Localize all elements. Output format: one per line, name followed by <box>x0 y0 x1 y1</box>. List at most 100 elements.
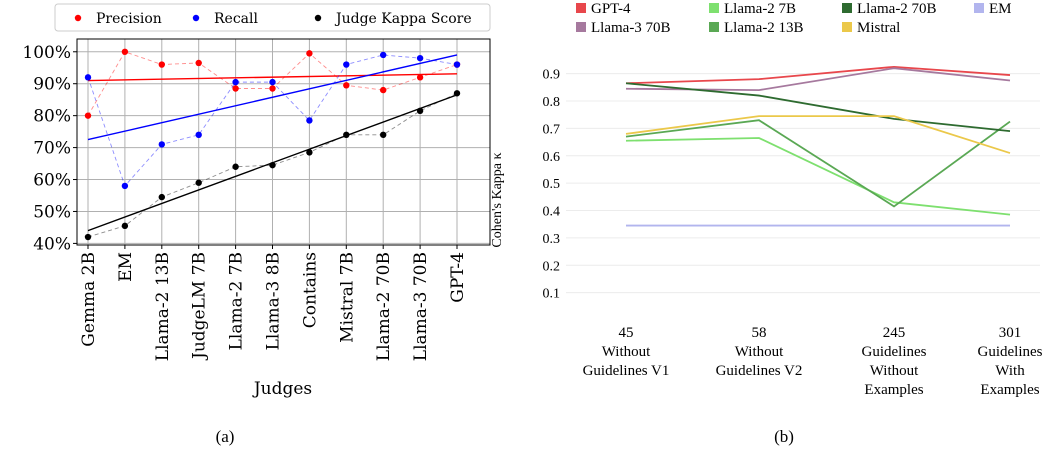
y-tick-label-b: 0.4 <box>543 205 561 220</box>
x-tick-label-b: Guidelines V2 <box>716 363 803 379</box>
y-ticks-a: 40% 50% 60% 70% 80% 90% 100% <box>22 43 77 254</box>
x-tick-label-a: Llama-2 13B <box>153 252 173 361</box>
series-line-llama-2-13b <box>625 119 1011 208</box>
legend-label-llama-2-13b: Llama-2 13B <box>724 20 804 36</box>
point-judge-kappa-score <box>380 131 387 139</box>
legend-swatch-llama-3-70b <box>576 22 586 32</box>
point-judge-kappa-score <box>158 193 165 201</box>
point-judge-kappa-score <box>343 131 350 139</box>
x-tick-label-b: Guidelines V1 <box>583 363 670 379</box>
y-tick-label-a: 70% <box>33 139 71 159</box>
x-tick-label-b: Guidelines <box>862 344 927 360</box>
point-recall <box>232 78 239 86</box>
y-tick-label-a: 90% <box>33 75 71 95</box>
y-axis-label-b: Cohen's Kappa κ <box>490 152 505 247</box>
y-tick-label-b: 0.6 <box>543 150 561 165</box>
x-tick-label-a: JudgeLM 7B <box>190 252 210 361</box>
point-recall <box>343 61 350 68</box>
legend-swatch-llama-2-70b <box>842 3 852 13</box>
y-tick-label-a: 60% <box>33 171 71 191</box>
legend-label-llama-3-70b: Llama-3 70B <box>591 20 671 36</box>
point-precision <box>232 85 239 92</box>
legend-label-precision: Precision <box>96 11 162 27</box>
point-precision <box>306 50 313 57</box>
legend-a: Precision Recall Judge Kappa Score <box>74 11 472 27</box>
point-recall <box>195 131 202 139</box>
legend-label-llama-2-7b: Llama-2 7B <box>724 1 796 17</box>
point-recall <box>380 51 387 59</box>
point-recall <box>121 182 129 190</box>
point-judge-kappa-score <box>121 222 129 230</box>
x-tick-label-b: With <box>995 363 1025 379</box>
y-tick-label-b: 0.8 <box>543 95 561 110</box>
x-axis-label-a: Judges <box>252 379 312 399</box>
x-tick-label-b: Examples <box>980 382 1039 398</box>
y-tick-label-b: 0.1 <box>543 287 561 302</box>
y-ticks-b: 0.1 0.2 0.3 0.4 0.5 0.6 0.7 0.8 0.9 <box>543 68 561 302</box>
point-precision <box>416 74 424 81</box>
point-judge-kappa-score <box>84 233 92 241</box>
x-ticks-a: Gemma 2B EM Llama-2 13B JudgeLM 7B Llama-2 7… <box>79 245 468 361</box>
y-tick-label-b: 0.2 <box>543 259 561 274</box>
panel-a: Precision Recall Judge Kappa Score 40% 50% 6… <box>22 3 491 446</box>
x-tick-label-a: Llama-3 70B <box>411 252 431 361</box>
legend-label-em: EM <box>989 1 1012 17</box>
point-precision <box>84 112 92 119</box>
point-recall <box>416 54 424 62</box>
y-tick-label-a: 40% <box>33 234 71 254</box>
y-tick-label-a: 50% <box>33 202 71 222</box>
point-judge-kappa-score <box>195 179 202 186</box>
point-recall <box>269 78 276 86</box>
x-tick-label-a: Llama-2 7B <box>227 252 247 350</box>
y-tick-label-b: 0.9 <box>543 68 561 83</box>
point-judge-kappa-score <box>453 90 461 97</box>
point-precision <box>195 59 202 67</box>
legend-a-frame <box>54 3 491 32</box>
legend-label-gpt-4: GPT-4 <box>591 1 631 17</box>
x-tick-label-a: EM <box>116 252 136 282</box>
point-recall <box>84 74 92 81</box>
x-tick-label-a: GPT-4 <box>448 252 468 303</box>
panel-b: GPT-4 Llama-2 7B Llama-2 70B EM Llama-3 70B L… <box>490 1 1043 446</box>
point-precision <box>269 85 276 92</box>
point-precision <box>343 82 350 89</box>
x-tick-label-b: Without <box>735 344 784 360</box>
y-tick-label-a: 100% <box>22 43 71 63</box>
legend-b: GPT-4 Llama-2 7B Llama-2 70B EM Llama-3 70B L… <box>576 1 1012 36</box>
panel-label-b: (b) <box>774 427 794 446</box>
series-a <box>84 48 461 241</box>
series-line-mistral <box>625 115 1011 154</box>
trend-line-recall <box>87 54 458 141</box>
series-b <box>625 65 1011 227</box>
point-precision <box>121 48 129 55</box>
legend-label-llama-2-70b: Llama-2 70B <box>857 1 937 17</box>
grid-b <box>566 73 1040 294</box>
trend-line-precision <box>87 73 458 82</box>
legend-swatch-mistral <box>842 22 852 32</box>
legend-swatch-llama-2-13b <box>709 22 719 32</box>
legend-swatch-llama-2-7b <box>709 3 719 13</box>
grid-a <box>77 39 490 245</box>
x-tick-label-a: Mistral 7B <box>337 252 357 343</box>
series-line-gpt-4 <box>625 65 1011 85</box>
x-tick-label-b: Without <box>870 363 919 379</box>
point-judge-kappa-score <box>232 163 239 170</box>
plot-frame-a <box>76 38 491 246</box>
x-tick-label-b: 45 <box>619 325 634 341</box>
x-tick-label-b: 58 <box>752 325 767 341</box>
x-tick-label-b: 245 <box>883 325 906 341</box>
y-tick-label-a: 80% <box>33 107 71 127</box>
y-tick-label-b: 0.5 <box>543 177 561 192</box>
y-tick-label-b: 0.7 <box>543 122 561 137</box>
x-tick-label-a: Gemma 2B <box>79 252 99 347</box>
x-tick-label-b: Guidelines <box>978 344 1043 360</box>
y-tick-label-b: 0.3 <box>543 232 561 247</box>
x-tick-label-b: 301 <box>999 325 1022 341</box>
panel-label-a: (a) <box>216 427 235 446</box>
point-recall <box>453 61 461 68</box>
point-judge-kappa-score <box>269 161 276 169</box>
x-tick-label-b: Examples <box>864 382 923 398</box>
series-line-llama-2-7b <box>625 137 1011 216</box>
point-precision <box>380 86 387 94</box>
